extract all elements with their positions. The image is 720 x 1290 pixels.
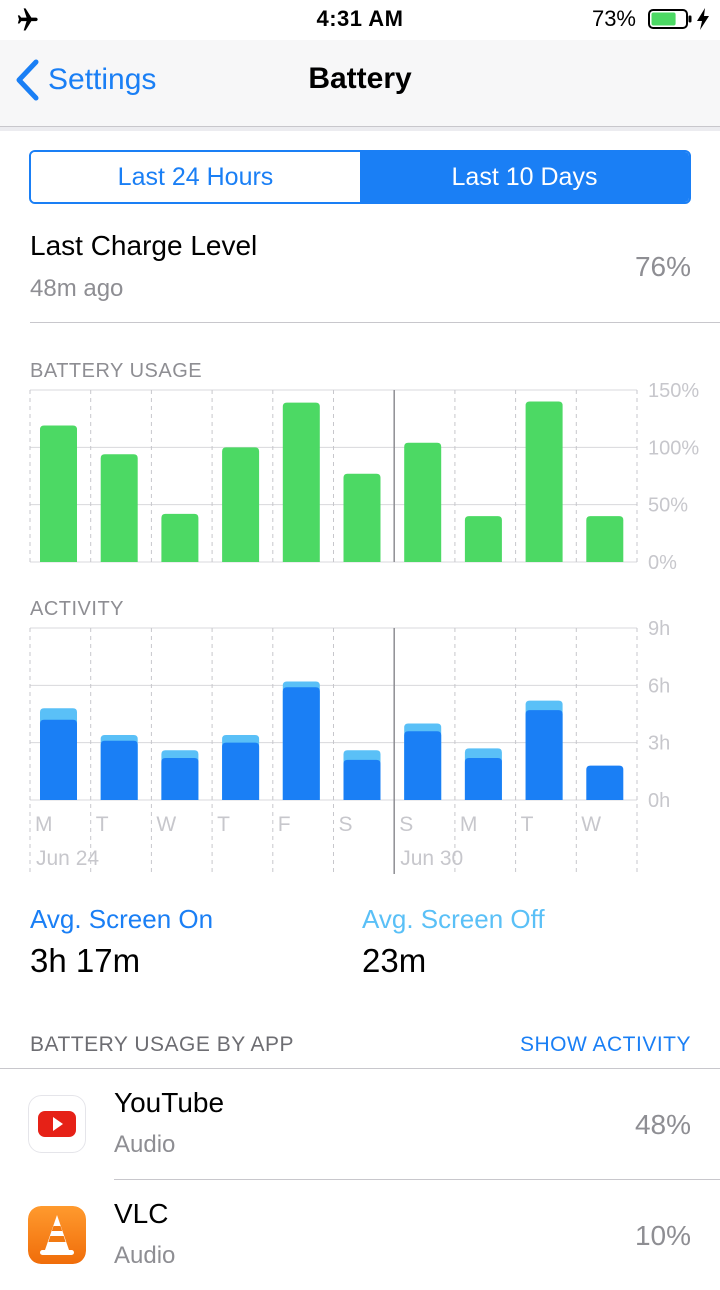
app-row-vlc[interactable]: VLC Audio 10% bbox=[0, 1180, 720, 1290]
app-category: Audio bbox=[114, 1242, 176, 1269]
day-label: T bbox=[217, 813, 230, 836]
chevron-left-icon bbox=[16, 59, 39, 101]
app-row-youtube[interactable]: YouTube Audio 48% bbox=[0, 1069, 720, 1180]
screen-on-bar bbox=[464, 757, 502, 800]
avg-screen-off-value: 23m bbox=[362, 942, 427, 979]
screen-on-bar bbox=[282, 687, 320, 800]
avg-screen-on-value: 3h 17m bbox=[30, 942, 141, 979]
battery-bar bbox=[464, 516, 502, 562]
app-category: Audio bbox=[114, 1131, 176, 1158]
nav-separator bbox=[0, 127, 720, 131]
battery-bar bbox=[40, 425, 77, 562]
screen-on-bar bbox=[100, 740, 138, 800]
divider bbox=[114, 1179, 720, 1180]
usage-by-app-header: BATTERY USAGE BY APP bbox=[30, 1033, 295, 1056]
day-label: T bbox=[96, 813, 109, 836]
day-label: M bbox=[460, 813, 478, 836]
y-tick-label: 0h bbox=[648, 790, 670, 812]
y-tick-label: 3h bbox=[648, 733, 670, 755]
divider bbox=[0, 1068, 720, 1069]
day-label: W bbox=[156, 813, 176, 836]
battery-bar bbox=[525, 401, 563, 562]
battery-bar bbox=[343, 473, 381, 562]
vlc-icon bbox=[28, 1206, 86, 1264]
status-time: 4:31 AM bbox=[316, 6, 404, 31]
y-tick-label: 100% bbox=[648, 437, 699, 459]
app-name: VLC bbox=[114, 1198, 169, 1229]
battery-icon bbox=[648, 9, 692, 29]
divider bbox=[30, 322, 720, 323]
activity-label: ACTIVITY bbox=[30, 598, 125, 620]
app-percent: 10% bbox=[634, 1220, 691, 1251]
screen-on-bar bbox=[222, 742, 260, 800]
segment-last-24-hours[interactable]: Last 24 Hours bbox=[31, 152, 360, 202]
date-label: Jun 30 bbox=[400, 847, 463, 870]
date-label: Jun 24 bbox=[36, 847, 99, 870]
back-button-label: Settings bbox=[48, 63, 157, 96]
last-charge-value: 76% bbox=[634, 251, 691, 282]
battery-usage-label: BATTERY USAGE bbox=[30, 360, 203, 382]
day-label: W bbox=[581, 813, 601, 836]
battery-usage-chart: 150% 100% 50% 0% bbox=[29, 380, 699, 574]
screen-on-bar bbox=[525, 710, 563, 800]
show-activity-button[interactable]: SHOW ACTIVITY bbox=[519, 1033, 691, 1056]
avg-screen-off-label: Avg. Screen Off bbox=[362, 904, 545, 934]
battery-bar bbox=[586, 516, 624, 562]
day-label: F bbox=[278, 813, 291, 836]
day-label: S bbox=[339, 813, 353, 836]
day-label: T bbox=[521, 813, 534, 836]
y-tick-label: 50% bbox=[648, 495, 688, 517]
screen-on-bar bbox=[404, 731, 442, 800]
airplane-icon bbox=[17, 8, 38, 31]
screen-on-bar bbox=[161, 757, 199, 800]
battery-bar bbox=[282, 402, 320, 562]
screen-on-bar bbox=[40, 719, 77, 800]
day-label: M bbox=[35, 813, 53, 836]
y-tick-label: 150% bbox=[648, 380, 699, 402]
charging-bolt-icon bbox=[697, 8, 709, 30]
last-charge-title: Last Charge Level bbox=[30, 230, 258, 261]
navigation-bar: Settings Battery bbox=[0, 40, 720, 127]
battery-bar bbox=[222, 447, 260, 562]
screen-on-bar bbox=[343, 759, 381, 800]
avg-screen-on-label: Avg. Screen On bbox=[30, 904, 214, 934]
back-button[interactable]: Settings bbox=[14, 56, 156, 104]
activity-chart: 9h 6h 3h 0h M T W T F S S M T W Jun 24 Jun 30 bbox=[29, 618, 670, 874]
page-title: Battery bbox=[308, 62, 412, 95]
status-bar: 4:31 AM 73% bbox=[0, 0, 720, 40]
time-range-segmented-control: Last 24 Hours Last 10 Days bbox=[29, 150, 691, 204]
battery-bar bbox=[100, 454, 138, 562]
youtube-icon bbox=[28, 1095, 86, 1153]
y-tick-label: 0% bbox=[648, 552, 677, 574]
y-tick-label: 9h bbox=[648, 618, 670, 640]
battery-bar bbox=[161, 513, 199, 562]
y-tick-label: 6h bbox=[648, 675, 670, 697]
battery-percent: 73% bbox=[591, 6, 636, 31]
segment-last-10-days[interactable]: Last 10 Days bbox=[360, 152, 689, 202]
day-label: S bbox=[399, 813, 413, 836]
app-percent: 48% bbox=[634, 1109, 691, 1140]
last-charge-time: 48m ago bbox=[30, 275, 124, 302]
battery-bar bbox=[404, 442, 442, 562]
screen-on-bar bbox=[586, 765, 624, 800]
app-name: YouTube bbox=[114, 1087, 225, 1118]
